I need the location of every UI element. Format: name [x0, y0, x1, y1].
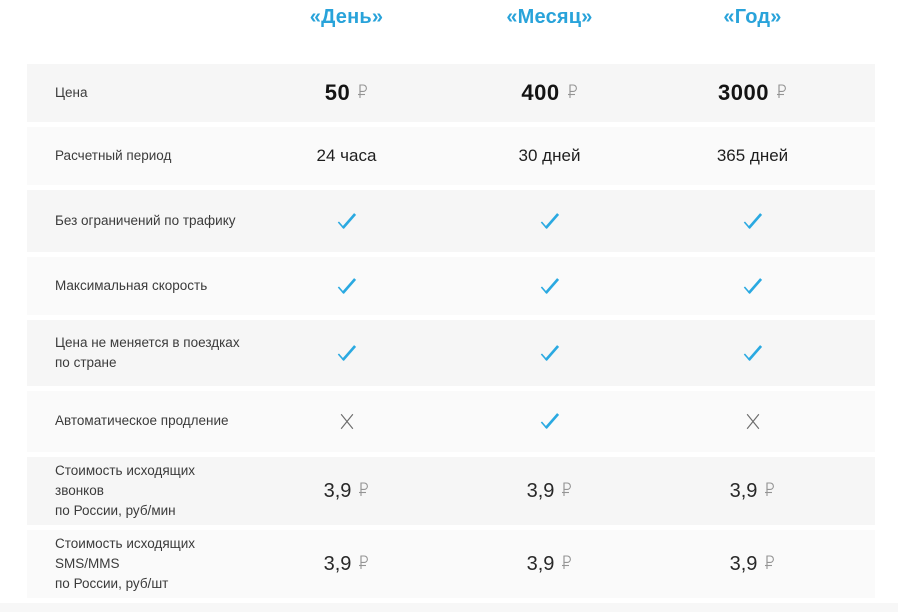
check-icon — [540, 413, 560, 429]
mark-cell — [245, 343, 448, 364]
ruble-icon — [765, 554, 775, 569]
column-header-year[interactable]: «Год» — [723, 6, 782, 28]
table-row: Автоматическое продление — [27, 391, 875, 452]
row-label: Без ограничений по трафику — [55, 212, 236, 228]
ruble-icon — [359, 481, 369, 496]
mark-cell — [651, 276, 854, 297]
price-value: 400 — [521, 80, 560, 105]
mark-cell — [651, 412, 854, 431]
text-value: 30 дней — [518, 146, 581, 165]
price-cell: 3,9 — [245, 553, 448, 576]
price-cell: 3,9 — [448, 480, 651, 503]
column-header-day[interactable]: «День» — [309, 6, 384, 28]
price-cell: 400 — [448, 80, 651, 106]
row-label: Автоматическое продление — [55, 413, 229, 429]
row-label: Стоимость исходящих SMS/MMS по России, р… — [55, 535, 196, 592]
price-cell: 3000 — [651, 80, 854, 106]
mark-cell — [651, 211, 854, 232]
table-row: Стоимость исходящих SMS/MMS по России, р… — [27, 530, 875, 598]
mark-cell — [651, 343, 854, 364]
check-icon — [337, 344, 357, 361]
row-label: Стоимость исходящих звонков по России, р… — [55, 462, 196, 519]
text-cell: 30 дней — [448, 146, 651, 166]
price-value: 3000 — [718, 80, 769, 105]
price-value: 50 — [324, 80, 351, 105]
price-value: 3,9 — [526, 552, 555, 575]
price-cell: 3,9 — [651, 480, 854, 503]
bottom-divider — [0, 603, 898, 612]
row-label: Расчетный период — [55, 147, 172, 163]
mark-cell — [448, 343, 651, 364]
check-icon — [337, 212, 357, 229]
row-label: Максимальная скорость — [55, 277, 208, 293]
check-icon — [337, 277, 357, 294]
price-value: 3,9 — [729, 552, 758, 575]
table-row: Стоимость исходящих звонков по России, р… — [27, 457, 875, 525]
table-header: «День» «Месяц» «Год» — [27, 0, 875, 64]
table-row: Расчетный период 24 часа 30 дней 365 дней — [27, 127, 875, 185]
price-cell: 3,9 — [448, 553, 651, 576]
column-header-month[interactable]: «Месяц» — [506, 6, 593, 28]
table-row: Цена не меняется в поездках по стране — [27, 320, 875, 386]
tariff-comparison-table: «День» «Месяц» «Год» Цена 50 400 3000 Расчет… — [27, 0, 875, 598]
cross-icon — [340, 413, 353, 430]
mark-cell — [448, 276, 651, 297]
price-cell: 50 — [245, 80, 448, 106]
price-cell: 3,9 — [245, 480, 448, 503]
check-icon — [743, 277, 763, 294]
price-value: 3,9 — [526, 479, 555, 502]
check-icon — [743, 344, 763, 361]
mark-cell — [245, 412, 448, 431]
price-value: 3,9 — [729, 479, 758, 502]
table-row: Цена 50 400 3000 — [27, 64, 875, 122]
table-row: Максимальная скорость — [27, 257, 875, 315]
check-icon — [540, 277, 560, 294]
ruble-icon — [765, 481, 775, 496]
check-icon — [743, 212, 763, 229]
text-value: 365 дней — [716, 146, 789, 165]
ruble-icon — [359, 554, 369, 569]
ruble-icon — [562, 554, 572, 569]
ruble-icon — [562, 481, 572, 496]
ruble-icon — [776, 83, 786, 98]
row-label: Цена не меняется в поездках по стране — [55, 334, 240, 370]
price-value: 3,9 — [323, 552, 352, 575]
text-cell: 365 дней — [651, 146, 854, 166]
cross-icon — [746, 413, 759, 430]
price-cell: 3,9 — [651, 553, 854, 576]
ruble-icon — [358, 83, 368, 98]
mark-cell — [245, 276, 448, 297]
text-cell: 24 часа — [245, 146, 448, 166]
check-icon — [540, 212, 560, 229]
price-value: 3,9 — [323, 479, 352, 502]
mark-cell — [245, 211, 448, 232]
ruble-icon — [567, 83, 577, 98]
text-value: 24 часа — [316, 146, 377, 165]
check-icon — [540, 344, 560, 361]
mark-cell — [448, 211, 651, 232]
mark-cell — [448, 411, 651, 432]
table-row: Без ограничений по трафику — [27, 190, 875, 252]
table-body: Цена 50 400 3000 Расчетный период 24 часа 30 д… — [27, 64, 875, 598]
row-label: Цена — [55, 84, 88, 100]
